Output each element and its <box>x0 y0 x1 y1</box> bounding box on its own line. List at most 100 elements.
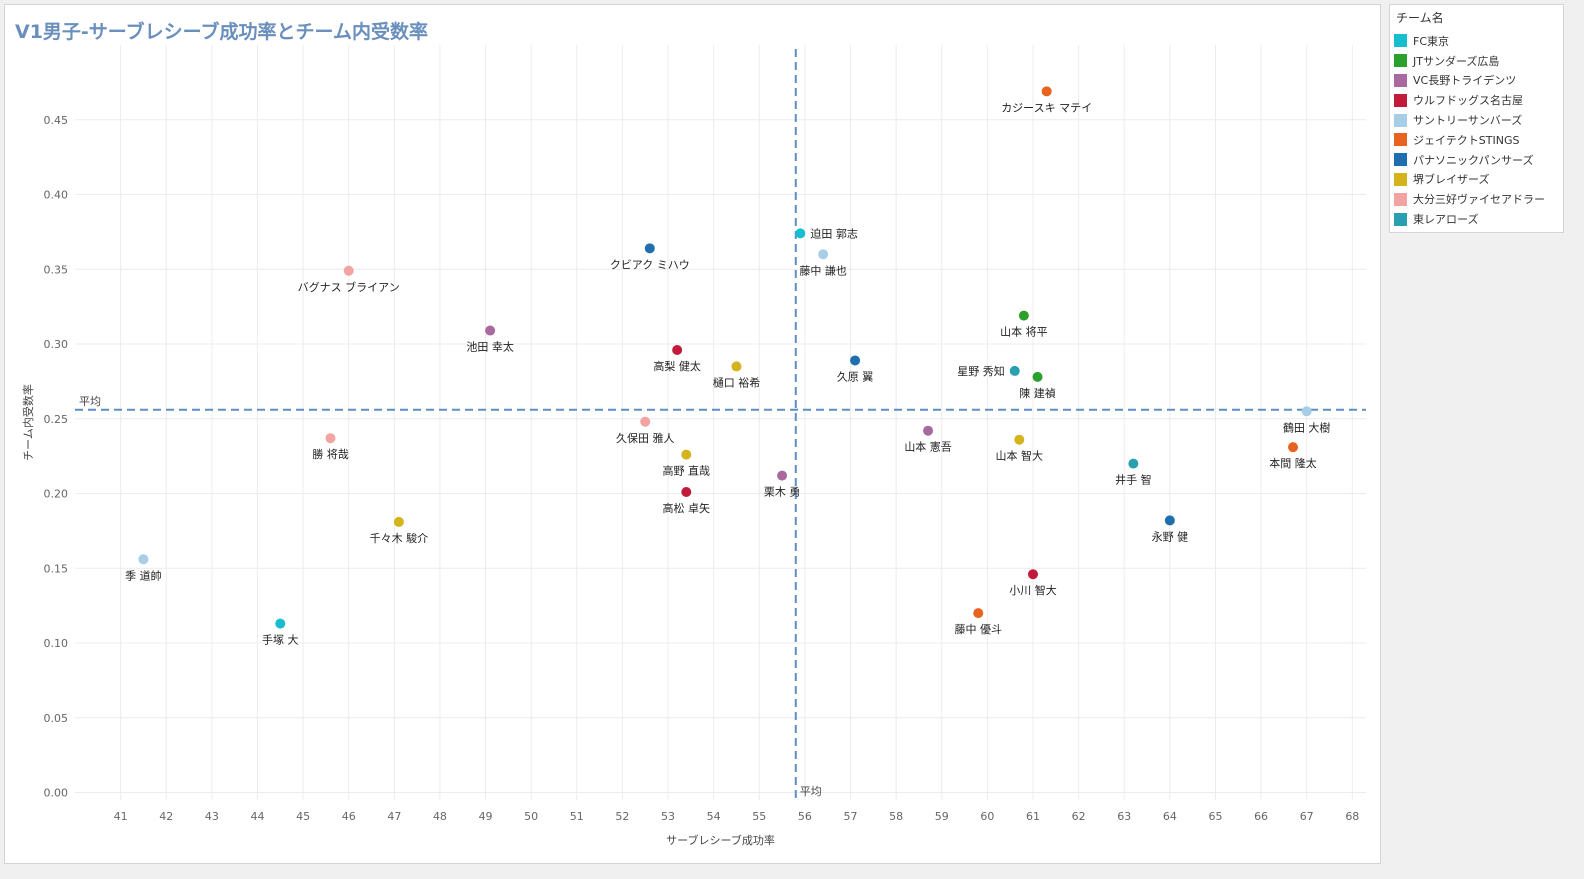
point-label: 藤中 優斗 <box>954 623 1002 636</box>
x-tick-label: 58 <box>889 810 903 823</box>
legend-item[interactable]: サントリーサンバーズ <box>1390 110 1563 130</box>
data-point <box>1164 515 1175 526</box>
chart-sheet: V1男子-サーブレシーブ成功率とチーム内受数率 <box>4 4 1381 864</box>
y-tick-label: 0.15 <box>44 562 69 575</box>
legend-swatch <box>1394 192 1407 206</box>
point-label: 高松 卓矢 <box>663 501 711 515</box>
chart-title: V1男子-サーブレシーブ成功率とチーム内受数率 <box>15 21 428 43</box>
x-tick-label: 46 <box>342 810 356 823</box>
data-point <box>343 265 354 276</box>
point-label: 星野 秀知 <box>957 364 1005 378</box>
data-point <box>1027 569 1038 580</box>
x-tick-label: 66 <box>1254 810 1268 823</box>
x-tick-label: 62 <box>1072 810 1086 823</box>
x-tick-label: 60 <box>980 810 994 823</box>
x-tick-label: 63 <box>1117 810 1131 823</box>
y-tick-label: 0.35 <box>44 263 69 276</box>
point-label: 千々木 駿介 <box>370 531 429 545</box>
legend-item[interactable]: JTサンダーズ広島 <box>1390 51 1563 71</box>
legend-label: 大分三好ヴァイセアドラー <box>1413 193 1545 207</box>
data-point <box>275 618 286 629</box>
y-tick-label: 0.30 <box>44 338 69 351</box>
legend-title: チーム名 <box>1396 11 1444 25</box>
x-tick-label: 48 <box>433 810 447 823</box>
x-tick-label: 44 <box>250 810 264 823</box>
data-point <box>393 516 404 527</box>
legend-item[interactable]: パナソニックパンサーズ <box>1390 150 1563 170</box>
legend-item[interactable]: 大分三好ヴァイセアドラー <box>1390 189 1563 209</box>
x-tick-label: 59 <box>935 810 949 823</box>
x-tick-label: 65 <box>1208 810 1222 823</box>
legend-item[interactable]: ジェイテクトSTINGS <box>1390 130 1563 150</box>
point-label: バグナス ブライアン <box>298 280 400 294</box>
x-tick-label: 67 <box>1300 810 1314 823</box>
point-label: クビアク ミハウ <box>610 258 690 271</box>
legend-swatch <box>1394 133 1407 147</box>
x-tick-label: 55 <box>752 810 766 823</box>
point-label: 鶴田 大樹 <box>1283 420 1331 434</box>
legend-swatch <box>1394 113 1407 127</box>
y-tick-label: 0.25 <box>44 413 69 426</box>
data-point <box>1301 406 1312 417</box>
y-tick-label: 0.05 <box>44 712 69 725</box>
x-tick-label: 68 <box>1345 810 1359 823</box>
point-label: 井手 智 <box>1115 473 1152 487</box>
point-label: 本間 隆太 <box>1269 456 1317 470</box>
legend-swatch <box>1394 73 1407 87</box>
data-point <box>485 325 496 336</box>
x-tick-label: 52 <box>615 810 629 823</box>
data-point <box>795 228 806 239</box>
point-label: 小川 智大 <box>1009 583 1057 597</box>
data-point <box>1041 86 1052 97</box>
legend-item[interactable]: 東レアローズ <box>1390 209 1563 229</box>
data-point <box>640 416 651 427</box>
data-point <box>138 554 149 565</box>
legend-swatch <box>1394 34 1407 48</box>
data-point <box>644 243 655 254</box>
point-label: 藤中 謙也 <box>799 264 847 277</box>
x-tick-label: 50 <box>524 810 538 823</box>
y-tick-label: 0.40 <box>44 189 69 202</box>
x-tick-label: 43 <box>205 810 219 823</box>
point-label: 久保田 雅人 <box>616 431 675 445</box>
data-point <box>1032 371 1043 382</box>
legend-label: VC長野トライデンツ <box>1413 74 1517 88</box>
legend-label: 堺ブレイザーズ <box>1413 173 1490 187</box>
legend-item[interactable]: FC東京 <box>1390 31 1563 51</box>
y-axis-title: チーム内受数率 <box>21 384 35 461</box>
point-label: 季 道帥 <box>125 568 162 582</box>
point-label: 樋口 裕希 <box>713 375 761 389</box>
x-tick-label: 54 <box>707 810 721 823</box>
x-tick-label: 61 <box>1026 810 1040 823</box>
legend-label: ウルフドッグス名古屋 <box>1413 94 1523 108</box>
data-point <box>777 470 788 481</box>
data-point <box>1288 442 1299 453</box>
legend-swatch <box>1394 212 1407 226</box>
x-tick-label: 51 <box>570 810 584 823</box>
legend-swatch <box>1394 153 1407 167</box>
point-label: 山本 憲吾 <box>904 440 952 454</box>
point-label: 栗木 勇 <box>764 486 801 499</box>
data-point <box>1009 365 1020 376</box>
y-tick-label: 0.45 <box>44 114 69 127</box>
legend-item[interactable]: VC長野トライデンツ <box>1390 71 1563 91</box>
data-point <box>681 449 692 460</box>
legend-item[interactable]: ウルフドッグス名古屋 <box>1390 90 1563 110</box>
point-label: 山本 智大 <box>996 449 1044 463</box>
x-axis-title: サーブレシーブ成功率 <box>666 833 775 847</box>
x-tick-label: 53 <box>661 810 675 823</box>
legend-label: 東レアローズ <box>1413 213 1479 227</box>
point-label: 池田 幸太 <box>466 341 514 354</box>
point-label: 永野 健 <box>1152 529 1189 543</box>
y-tick-label: 0.20 <box>44 488 69 501</box>
point-label: 手塚 大 <box>262 633 299 647</box>
legend-label: サントリーサンバーズ <box>1413 114 1523 128</box>
data-point <box>1018 310 1029 321</box>
x-tick-label: 47 <box>387 810 401 823</box>
point-label: 迫田 郭志 <box>810 226 858 240</box>
point-label: 山本 将平 <box>1000 325 1048 339</box>
x-tick-label: 56 <box>798 810 812 823</box>
legend-item[interactable]: 堺ブレイザーズ <box>1390 170 1563 190</box>
y-tick-label: 0.00 <box>44 787 69 800</box>
